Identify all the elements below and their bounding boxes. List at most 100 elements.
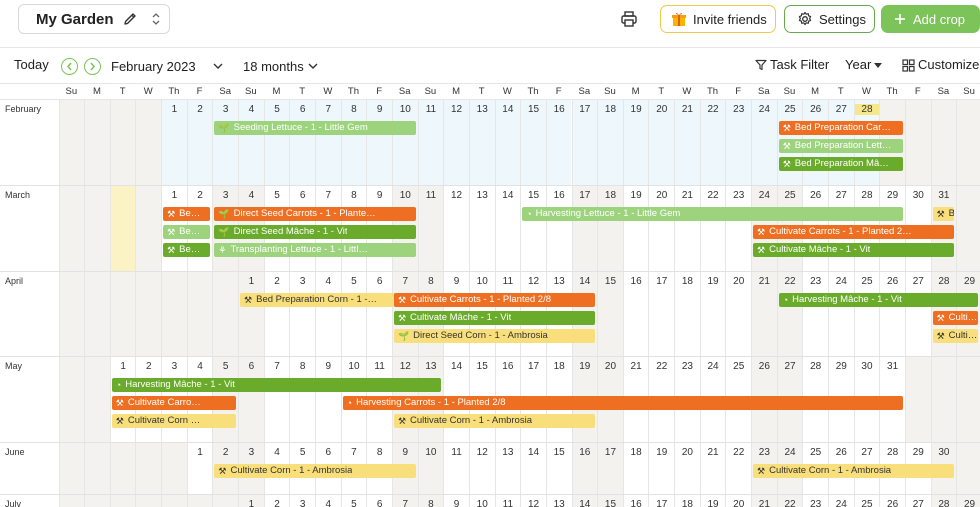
day-cell[interactable]: 10 xyxy=(417,443,444,494)
garden-selector[interactable]: My Garden xyxy=(18,4,170,34)
day-cell[interactable]: 22 xyxy=(776,272,803,356)
task-bar[interactable]: 🌱 Direct Seed Carrots - 1 - Plante… xyxy=(214,207,416,221)
day-cell[interactable]: 24 xyxy=(751,100,777,185)
settings-button[interactable]: Settings xyxy=(784,5,875,33)
task-bar[interactable]: ⚒Cultivate … xyxy=(932,311,978,325)
day-cell[interactable]: 27 xyxy=(904,272,931,356)
day-cell[interactable]: 19 xyxy=(699,495,726,507)
day-cell[interactable]: 13 xyxy=(468,186,495,271)
day-cell[interactable]: 14 xyxy=(520,443,546,494)
day-cell[interactable]: 18 xyxy=(674,495,700,507)
task-bar[interactable]: ⚒ Bed Preparation Car… xyxy=(778,121,903,135)
day-cell[interactable]: 23 xyxy=(802,272,828,356)
day-cell[interactable]: 23 xyxy=(725,100,752,185)
month-dropdown-chevron-icon[interactable] xyxy=(212,61,224,71)
day-cell[interactable]: 26 xyxy=(879,272,905,356)
pencil-icon[interactable] xyxy=(122,11,138,27)
day-cell[interactable]: 21 xyxy=(699,443,726,494)
day-cell[interactable]: 17 xyxy=(571,186,598,271)
day-cell[interactable]: 8 xyxy=(417,495,444,507)
day-cell[interactable]: 19 xyxy=(622,186,649,271)
day-cell[interactable]: 4 xyxy=(238,100,264,185)
day-cell[interactable]: 16 xyxy=(571,443,598,494)
day-cell[interactable]: 9 xyxy=(366,100,392,185)
day-cell[interactable]: 1 xyxy=(161,100,187,185)
day-cell[interactable]: 23 xyxy=(802,495,828,507)
day-cell[interactable]: 3 xyxy=(212,100,239,185)
day-cell[interactable]: 5 xyxy=(340,495,367,507)
day-cell[interactable]: 17 xyxy=(648,272,674,356)
day-cell[interactable]: 21 xyxy=(751,495,777,507)
task-bar[interactable]: ⚒ Cultivate Mâche - 1 - Vit xyxy=(753,243,955,257)
day-cell[interactable]: 22 xyxy=(699,100,726,185)
day-cell[interactable]: 22 xyxy=(699,186,726,271)
day-cell[interactable]: 22 xyxy=(725,443,751,494)
task-bar[interactable]: ◔ Harvesting Lettuce - 1 - Little Gem xyxy=(522,207,903,221)
day-cell[interactable]: 1 xyxy=(238,272,264,356)
day-cell[interactable]: 8 xyxy=(340,100,367,185)
day-cell[interactable]: 11 xyxy=(494,495,521,507)
filter-icon[interactable] xyxy=(755,59,767,71)
day-cell[interactable]: 8 xyxy=(289,357,315,442)
task-bar[interactable]: ⚒ Be… xyxy=(163,243,211,257)
day-cell[interactable]: 9 xyxy=(443,495,469,507)
day-cell[interactable]: 18 xyxy=(597,186,623,271)
day-cell[interactable]: 10 xyxy=(468,495,495,507)
range-dropdown-chevron-icon[interactable] xyxy=(307,61,319,71)
task-bar[interactable]: ⚒ Bed Preparation Corn - 1 -… xyxy=(240,293,416,307)
day-cell[interactable]: 1 xyxy=(161,186,187,271)
day-cell[interactable]: 11 xyxy=(443,443,469,494)
day-cell[interactable]: 15 xyxy=(597,272,623,356)
task-bar[interactable]: ⚒ Be… xyxy=(163,207,211,221)
day-cell[interactable]: 13 xyxy=(468,100,495,185)
day-cell[interactable]: 19 xyxy=(648,443,674,494)
day-cell[interactable]: 21 xyxy=(674,100,700,185)
day-cell[interactable]: 24 xyxy=(828,495,854,507)
day-cell[interactable]: 3 xyxy=(289,272,315,356)
day-cell[interactable]: 2 xyxy=(263,272,290,356)
day-cell[interactable]: 20 xyxy=(725,495,751,507)
task-bar[interactable]: ⚒B xyxy=(932,207,955,221)
day-cell[interactable]: 7 xyxy=(391,495,418,507)
day-cell[interactable]: 14 xyxy=(494,186,521,271)
day-cell[interactable]: 25 xyxy=(853,272,880,356)
day-cell[interactable]: 4 xyxy=(315,272,341,356)
day-cell[interactable]: 13 xyxy=(545,495,572,507)
day-cell[interactable]: 20 xyxy=(648,186,674,271)
task-bar[interactable]: ⚒Cultivate … xyxy=(932,329,978,343)
day-cell[interactable]: 17 xyxy=(571,100,598,185)
task-bar[interactable]: 🌱 Direct Seed Corn - 1 - Ambrosia xyxy=(393,329,596,343)
day-cell[interactable]: 16 xyxy=(622,272,649,356)
day-cell[interactable]: 20 xyxy=(674,443,700,494)
day-cell[interactable]: 12 xyxy=(468,443,495,494)
day-cell[interactable]: 21 xyxy=(751,272,777,356)
day-cell[interactable]: 1 xyxy=(238,495,264,507)
task-bar[interactable]: ◔ Harvesting Mâche - 1 - Vit xyxy=(778,293,978,307)
day-cell[interactable]: 16 xyxy=(622,495,649,507)
day-cell[interactable]: 1 xyxy=(109,357,136,442)
task-bar[interactable]: ⚒ Cultivate Carrots - 1 - Planted 2… xyxy=(753,225,955,239)
range-select[interactable]: 18 months xyxy=(243,59,304,74)
day-cell[interactable]: 10 xyxy=(391,100,418,185)
day-cell[interactable]: 17 xyxy=(648,495,674,507)
day-cell[interactable]: 29 xyxy=(956,495,980,507)
day-cell[interactable]: 6 xyxy=(366,495,392,507)
task-bar[interactable]: 🌱 Seeding Lettuce - 1 - Little Gem xyxy=(214,121,416,135)
day-cell[interactable]: 12 xyxy=(443,186,469,271)
day-cell[interactable]: 15 xyxy=(597,495,623,507)
day-cell[interactable]: 6 xyxy=(366,272,392,356)
task-bar[interactable]: ⚒ Cultivate Carro… xyxy=(111,396,237,410)
day-cell[interactable]: 12 xyxy=(443,100,469,185)
day-cell[interactable]: 17 xyxy=(597,443,623,494)
caret-down-icon[interactable] xyxy=(874,63,882,69)
task-bar[interactable]: ⚒ Cultivate Corn - 1 - Ambrosia xyxy=(214,464,416,478)
day-cell[interactable]: 4 xyxy=(315,495,341,507)
day-cell[interactable]: 16 xyxy=(545,100,572,185)
day-cell[interactable]: 5 xyxy=(263,100,290,185)
task-filter-button[interactable]: Task Filter xyxy=(770,57,830,72)
day-cell[interactable]: 24 xyxy=(828,272,854,356)
add-crop-button[interactable]: Add crop xyxy=(881,5,980,33)
day-cell[interactable]: 27 xyxy=(904,495,931,507)
task-bar[interactable]: ⚒ Cultivate Corn - 1 - Ambrosia xyxy=(393,414,596,428)
task-bar[interactable]: ◔ Harvesting Mâche - 1 - Vit xyxy=(111,378,442,392)
